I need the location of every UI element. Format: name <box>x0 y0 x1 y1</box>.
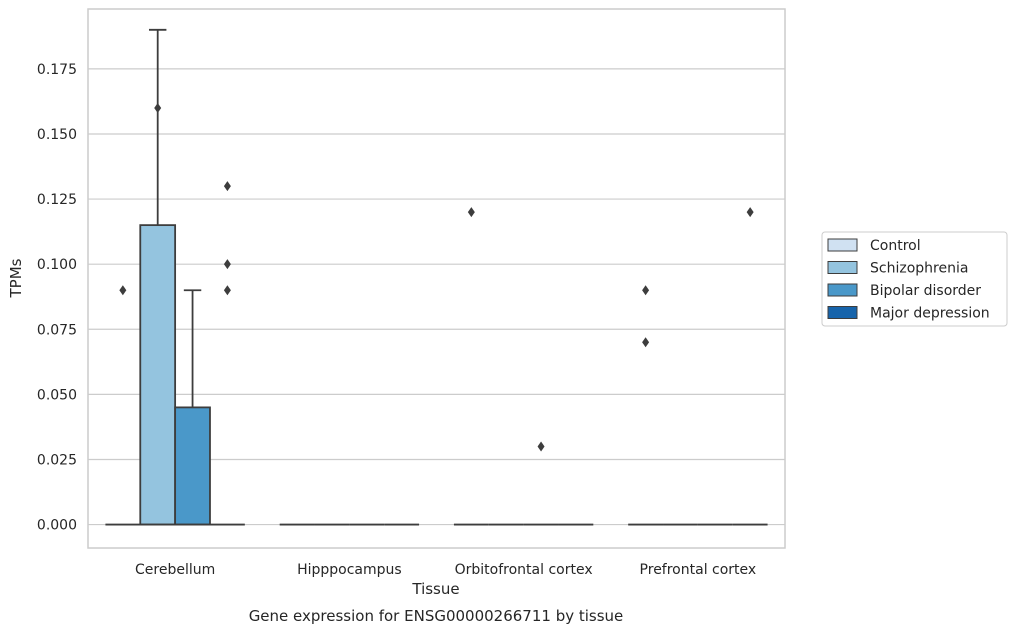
plot-frame <box>87 8 786 549</box>
legend-swatch <box>827 306 858 319</box>
y-tick-label: 0.075 <box>37 322 77 338</box>
x-axis-ticks: Cerebellum Hipppocampus Orbitofrontal cort… <box>135 562 756 578</box>
outlier-point <box>642 285 650 296</box>
outlier-point <box>642 337 650 348</box>
legend-swatch <box>827 261 858 274</box>
y-tick-label: 0.150 <box>37 127 77 143</box>
legend-frame <box>821 231 1008 327</box>
box-0-3 <box>209 181 245 526</box>
y-tick-label: 0.100 <box>37 257 77 273</box>
box-body <box>174 406 211 526</box>
x-tick-label: Prefrontal cortex <box>640 562 757 578</box>
y-tick-label: 0.175 <box>37 62 77 78</box>
outlier-point <box>223 259 231 270</box>
x-tick-label: Cerebellum <box>135 562 215 578</box>
legend-label: Bipolar disorder <box>870 283 981 299</box>
legend: Control Schizophrenia Bipolar disorder Majo… <box>821 231 1008 327</box>
outlier-point <box>119 285 127 296</box>
y-tick-label: 0.025 <box>37 452 77 468</box>
legend-label: Major depression <box>870 306 990 322</box>
outlier-point <box>223 181 231 192</box>
outlier-point <box>537 441 545 452</box>
outlier-point <box>223 285 231 296</box>
x-tick-label: Orbitofrontal cortex <box>455 562 593 578</box>
boxes <box>105 28 768 526</box>
legend-swatch <box>827 238 858 252</box>
outlier-point <box>467 207 475 218</box>
outlier-point <box>154 102 162 113</box>
box-2-2 <box>523 441 559 526</box>
y-tick-label: 0.125 <box>37 192 77 208</box>
legend-label: Schizophrenia <box>870 261 968 277</box>
y-axis-ticks: 0.000 0.025 0.050 0.075 0.100 0.125 0.150 0.175 <box>37 62 77 534</box>
chart-caption: Gene expression for ENSG00000266711 by t… <box>249 607 624 625</box>
legend-swatch <box>827 283 858 297</box>
y-tick-label: 0.050 <box>37 387 77 403</box>
box-0-1 <box>139 28 177 526</box>
box-0-0 <box>105 285 141 526</box>
y-axis-label: TPMs <box>7 258 25 298</box>
x-axis-label: Tissue <box>411 580 459 598</box>
box-body <box>139 224 177 526</box>
box-3-3 <box>732 207 768 526</box>
x-tick-label: Hipppocampus <box>297 562 402 578</box>
outlier-point <box>746 207 754 218</box>
box-3-0 <box>628 285 664 526</box>
box-0-2 <box>174 289 211 526</box>
legend-label: Control <box>870 238 921 254</box>
box-2-0 <box>453 207 489 526</box>
y-tick-label: 0.000 <box>37 518 77 534</box>
